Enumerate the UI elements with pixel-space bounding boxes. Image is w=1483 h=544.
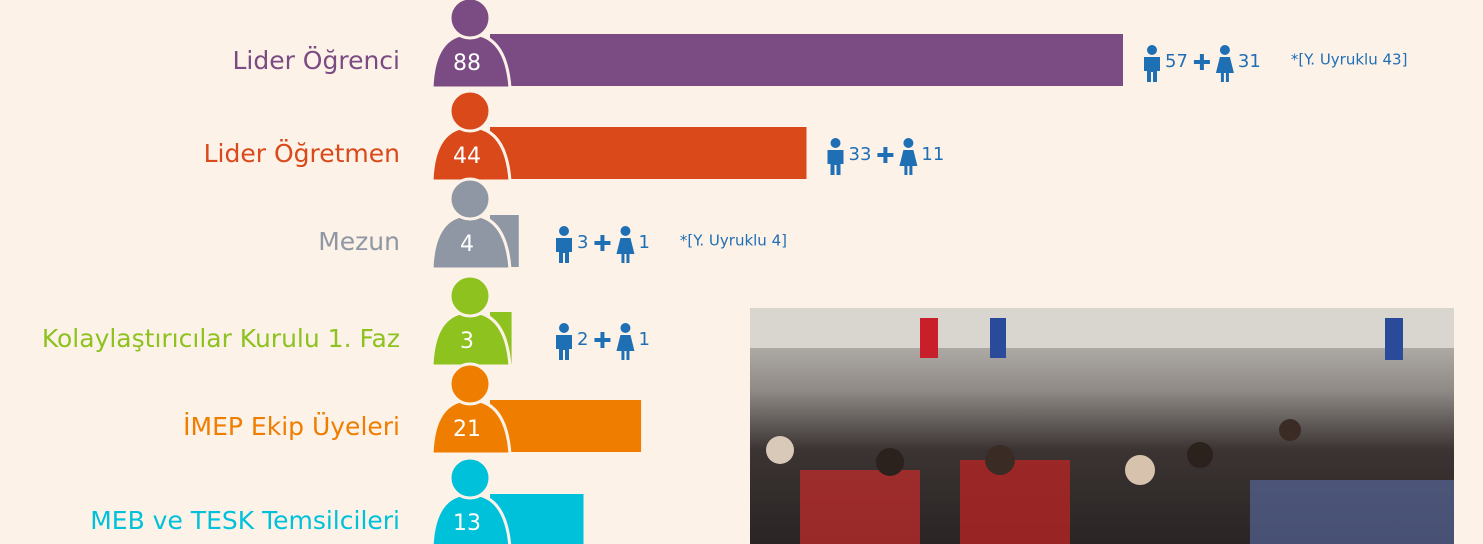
female-count: 1 — [638, 232, 649, 253]
icon-body — [1144, 57, 1160, 82]
male-count: 33 — [849, 144, 872, 165]
icon-body — [899, 150, 917, 175]
note: *[Y. Uyruklu 43] — [1291, 51, 1408, 69]
plus-sign — [877, 147, 893, 163]
icon-body — [1216, 57, 1234, 82]
value-label: 44 — [453, 144, 481, 169]
category-label: MEB ve TESK Temsilcileri — [90, 506, 400, 535]
category-label: İMEP Ekip Üyeleri — [183, 412, 400, 441]
person-head — [450, 276, 490, 316]
female-icon — [616, 226, 634, 263]
male-icon — [556, 226, 572, 263]
person-head — [450, 458, 490, 498]
value-label: 88 — [453, 51, 481, 76]
person-head — [450, 179, 490, 219]
female-count: 11 — [921, 144, 944, 165]
icon-body — [556, 238, 572, 263]
value-label: 21 — [453, 417, 481, 442]
male-icon — [556, 323, 572, 360]
note: *[Y. Uyruklu 4] — [680, 232, 787, 250]
icon-body — [828, 150, 844, 175]
plus-sign — [594, 332, 610, 348]
icon-head — [620, 226, 630, 236]
male-icon — [1144, 45, 1160, 82]
female-count: 1 — [638, 329, 649, 350]
female-count: 31 — [1238, 51, 1261, 72]
icon-head — [559, 323, 569, 333]
value-label: 3 — [460, 329, 474, 354]
bar — [490, 127, 807, 179]
male-icon — [828, 138, 844, 175]
male-count: 57 — [1165, 51, 1188, 72]
value-label: 13 — [453, 511, 481, 536]
icon-body — [616, 335, 634, 360]
person-head — [450, 91, 490, 131]
icon-body — [556, 335, 572, 360]
photo — [750, 308, 1454, 544]
plus-sign — [1194, 54, 1210, 70]
male-count: 2 — [577, 329, 588, 350]
icon-head — [1220, 45, 1230, 55]
icon-head — [831, 138, 841, 148]
category-label: Lider Öğretmen — [204, 139, 400, 168]
person-head — [450, 364, 490, 404]
bar — [490, 400, 641, 452]
value-label: 4 — [460, 232, 474, 257]
female-icon — [616, 323, 634, 360]
icon-head — [903, 138, 913, 148]
male-count: 3 — [577, 232, 588, 253]
female-icon — [1216, 45, 1234, 82]
category-label: Kolaylaştırıcılar Kurulu 1. Faz — [42, 324, 400, 353]
plus-sign — [594, 235, 610, 251]
icon-body — [616, 238, 634, 263]
female-icon — [899, 138, 917, 175]
icon-head — [559, 226, 569, 236]
icon-head — [620, 323, 630, 333]
person-head — [450, 0, 490, 38]
icon-head — [1147, 45, 1157, 55]
category-label: Lider Öğrenci — [232, 46, 400, 75]
infographic: Lider Öğrenci885731*[Y. Uyruklu 43]Lider… — [0, 0, 1483, 544]
bar — [490, 34, 1123, 86]
category-label: Mezun — [318, 227, 400, 256]
